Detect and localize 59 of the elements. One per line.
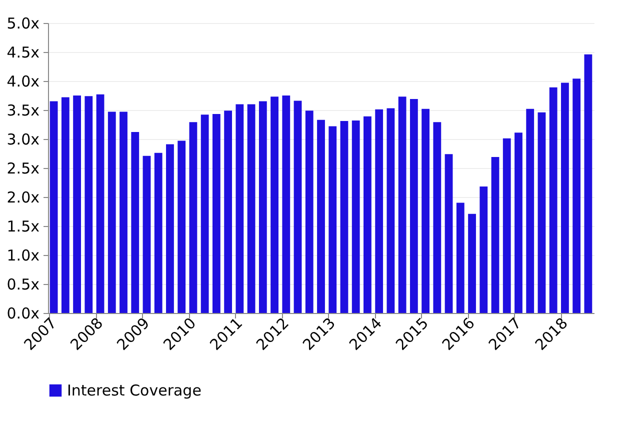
bar <box>328 126 337 313</box>
bar <box>142 156 151 313</box>
bar <box>166 144 174 313</box>
bar <box>154 152 162 313</box>
bar <box>236 104 244 313</box>
y-tick-label: 2.5x <box>6 160 40 178</box>
bar <box>258 101 267 313</box>
bar <box>317 120 325 313</box>
bar <box>189 122 198 313</box>
bar <box>247 104 256 313</box>
bar <box>468 214 476 313</box>
bar <box>200 114 209 313</box>
bar <box>305 110 314 313</box>
bar <box>526 108 534 313</box>
bar <box>73 96 81 313</box>
bar <box>398 96 406 313</box>
legend-label: Interest Coverage <box>67 382 202 400</box>
bar <box>549 87 558 313</box>
bar <box>572 78 581 313</box>
bar <box>50 101 58 313</box>
y-tick-label: 4.5x <box>6 44 40 62</box>
bar <box>340 121 348 313</box>
y-tick-label: 0.5x <box>6 276 40 294</box>
bar <box>178 140 186 313</box>
y-tick-label: 4.0x <box>6 72 40 90</box>
bar <box>514 132 522 313</box>
bar <box>386 108 395 313</box>
bar <box>480 186 488 313</box>
bar <box>456 202 464 313</box>
bar <box>96 94 104 313</box>
bar <box>538 112 546 313</box>
bar <box>433 122 442 313</box>
bar <box>84 96 93 313</box>
bar <box>131 132 140 313</box>
bar <box>212 114 220 313</box>
y-tick-label: 3.5x <box>6 102 40 120</box>
bar <box>502 138 511 313</box>
y-tick-label: 2.0x <box>6 188 40 206</box>
bar <box>224 110 232 313</box>
y-tick-label: 0.0x <box>6 304 40 322</box>
bar <box>375 109 384 313</box>
bar <box>282 96 290 313</box>
bar <box>491 156 500 313</box>
bar <box>108 112 116 313</box>
bar <box>364 116 372 313</box>
y-tick-label: 3.0x <box>6 130 40 148</box>
bar <box>352 120 360 313</box>
bar <box>270 96 278 313</box>
bar <box>444 154 453 313</box>
bar <box>294 100 302 313</box>
bar <box>410 98 418 313</box>
y-tick-label: 5.0x <box>6 14 40 32</box>
y-tick-label: 1.0x <box>6 246 40 264</box>
bar <box>120 112 128 313</box>
bar <box>61 97 70 313</box>
bar <box>561 82 569 313</box>
bar <box>584 54 592 313</box>
y-tick-label: 1.5x <box>6 218 40 236</box>
bar <box>422 108 430 313</box>
